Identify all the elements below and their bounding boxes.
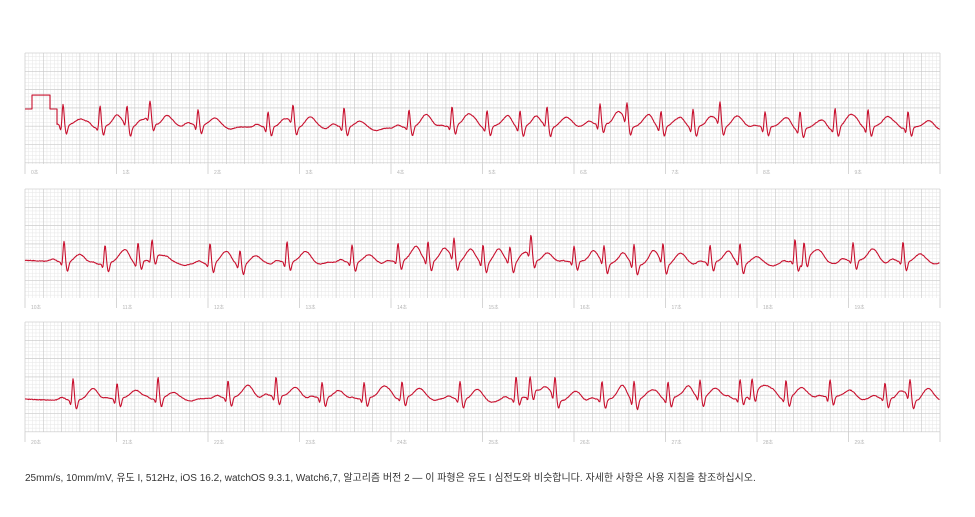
second-tick-label: 3초 [306,170,314,176]
ecg-trace [24,376,940,411]
second-tick-label: 26초 [580,440,591,446]
ecg-strip-1: 0초 1초 2초 3초 4초 5초 6초 7초 8초 9초 [24,52,941,176]
second-tick-label: 28초 [763,440,774,446]
second-tick-label: 27초 [672,440,683,446]
second-tick-label: 22초 [214,440,225,446]
second-tick-label: 8초 [763,170,771,176]
second-tick-label: 2초 [214,170,222,176]
second-tick-label: 6초 [580,170,588,176]
second-tick-label: 9초 [855,170,863,176]
second-tick-label: 29초 [855,440,866,446]
second-tick-label: 20초 [31,440,42,446]
second-tick-label: 24초 [397,440,408,446]
grid-major-lines [24,321,941,433]
grid-major-lines [24,52,941,164]
second-tick-label: 21초 [123,440,134,446]
second-tick-label: 25초 [489,440,500,446]
second-tick-label: 1초 [123,170,131,176]
ecg-strip-3: 20초 21초 22초 23초 24초 25초 26초 27초 28초 29초 [24,321,941,446]
second-tick-label: 12초 [214,305,225,311]
grid-major-lines [24,188,941,298]
second-tick-label: 15초 [489,305,500,311]
ecg-trace [25,94,940,139]
second-tick-label: 19초 [855,305,866,311]
second-tick-label: 4초 [397,170,405,176]
ecg-trace [24,234,940,276]
second-tick-label: 7초 [672,170,680,176]
second-tick-label: 5초 [489,170,497,176]
second-tick-label: 13초 [306,305,317,311]
second-tick-label: 18초 [763,305,774,311]
second-tick-label: 0초 [31,170,39,176]
second-tick-label: 14초 [397,305,408,311]
second-tick-label: 17초 [672,305,683,311]
ecg-strip-2: 10초 11초 12초 13초 14초 15초 16초 17초 18초 19초 [24,188,941,311]
second-tick-label: 16초 [580,305,591,311]
recording-info-footer: 25mm/s, 10mm/mV, 유도 I, 512Hz, iOS 16.2, … [25,473,756,484]
second-tick-label: 23초 [306,440,317,446]
second-tick-label: 11초 [123,305,133,311]
second-tick-label: 10초 [31,305,42,311]
